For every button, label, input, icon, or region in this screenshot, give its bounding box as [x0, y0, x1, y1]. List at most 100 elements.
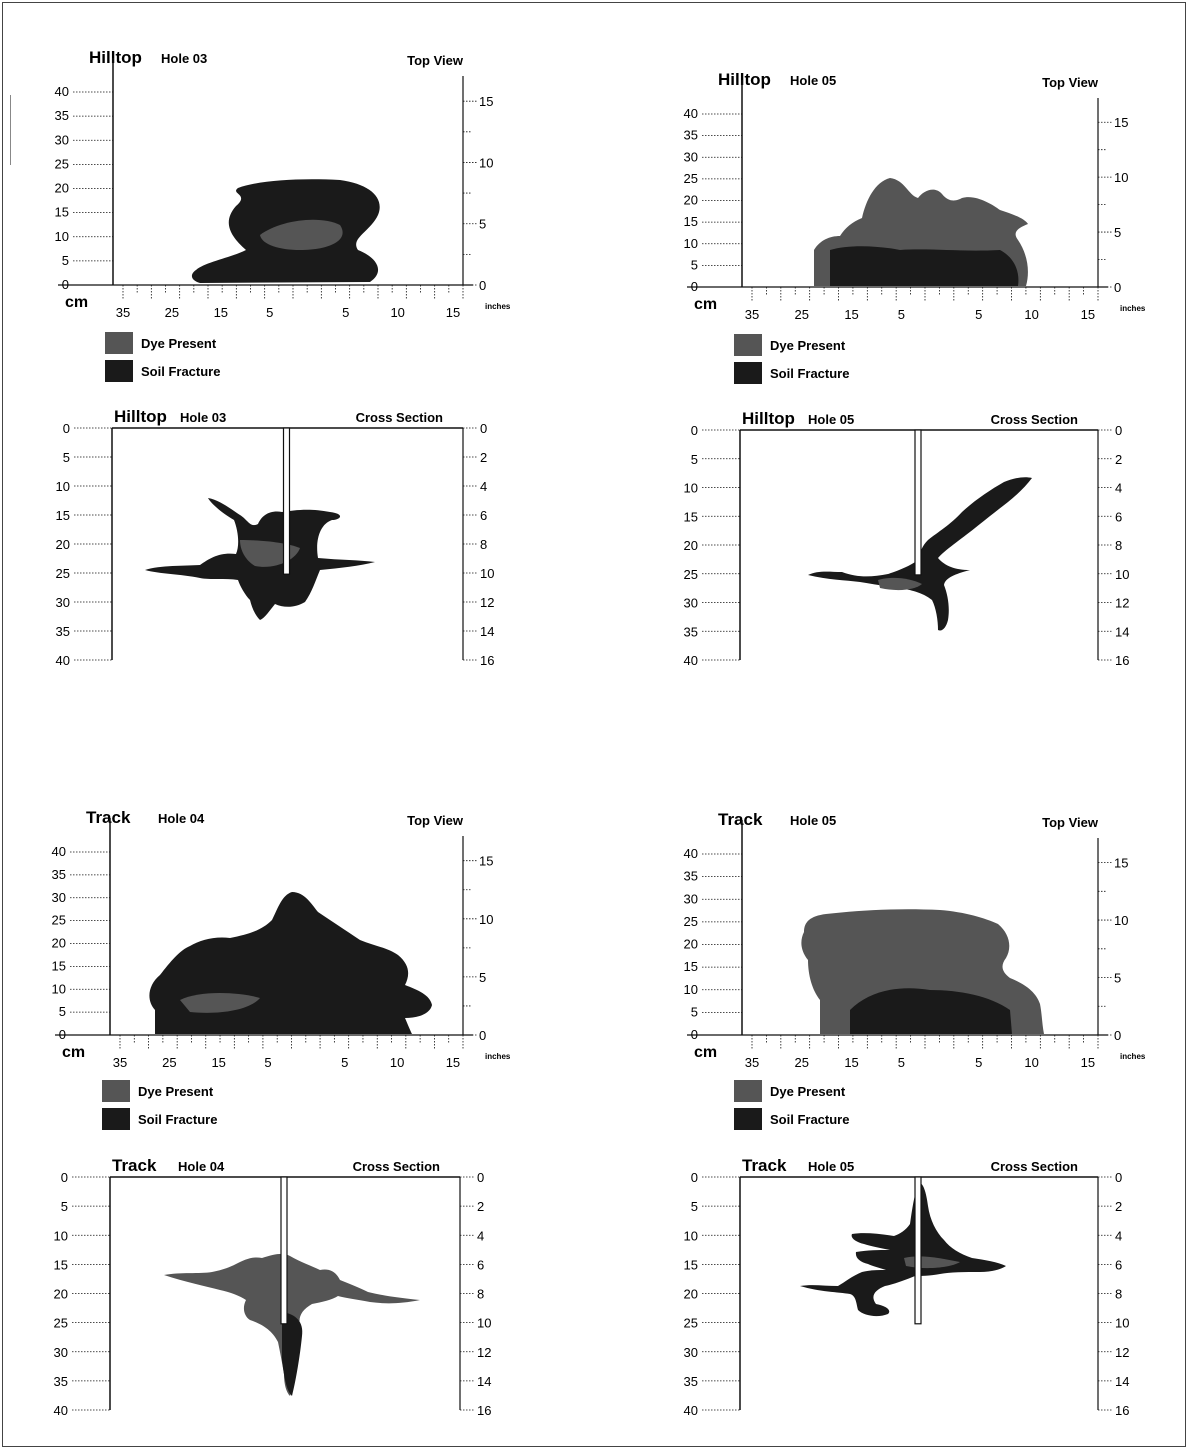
inch-tick-label: 10 [479, 912, 493, 927]
depth-inch-label: 14 [477, 1374, 491, 1389]
bottom-scale-label: 25 [795, 307, 809, 322]
depth-inch-label: 14 [480, 624, 494, 639]
depth-cm-label: 10 [56, 479, 70, 494]
depth-inch-label: 10 [480, 566, 494, 581]
depth-inch-label: 16 [477, 1403, 491, 1418]
inch-tick-label: 10 [1114, 170, 1128, 185]
bottom-scale-label: 15 [844, 307, 858, 322]
depth-cm-label: 35 [56, 624, 70, 639]
cm-tick-label: 15 [55, 205, 69, 220]
cm-unit-label: cm [694, 1044, 717, 1061]
dye-shape [850, 988, 1012, 1034]
depth-inch-label: 2 [1115, 452, 1122, 467]
depth-inch-label: 2 [477, 1199, 484, 1214]
depth-inch-label: 10 [1115, 1316, 1129, 1331]
depth-cm-label: 30 [684, 1345, 698, 1360]
inches-unit-label: inches [1120, 304, 1146, 313]
cm-tick-label: 30 [684, 891, 698, 906]
depth-inch-label: 10 [1115, 567, 1129, 582]
bottom-scale-label: 15 [1081, 307, 1095, 322]
top-view-site-title: Hilltop [718, 70, 771, 89]
probe-rod [282, 427, 291, 575]
cm-tick-label: 20 [52, 936, 66, 951]
legend-dye-label: Dye Present [770, 1084, 846, 1099]
cross-hole-title: Hole 05 [808, 412, 854, 427]
cm-tick-label: 35 [684, 869, 698, 884]
cross-site-title: Track [112, 1156, 157, 1175]
cm-tick-label: 35 [52, 867, 66, 882]
cm-tick-label: 10 [52, 981, 66, 996]
depth-cm-label: 15 [684, 509, 698, 524]
top-view-site-title: Track [718, 810, 763, 829]
bottom-scale-label: 10 [1024, 307, 1038, 322]
depth-inch-label: 2 [1115, 1199, 1122, 1214]
bottom-scale-label: 25 [795, 1055, 809, 1070]
cross-site-title: Hilltop [114, 407, 167, 426]
cm-tick-label: 20 [684, 937, 698, 952]
cm-tick-label: 0 [691, 1027, 698, 1042]
cm-tick-label: 20 [684, 193, 698, 208]
depth-inch-label: 4 [477, 1228, 484, 1243]
top-view-hole-title: Hole 03 [161, 51, 207, 66]
legend-dye-swatch [734, 334, 762, 356]
depth-cm-label: 20 [684, 1287, 698, 1302]
legend-fracture-label: Soil Fracture [141, 364, 220, 379]
bottom-scale-label: 35 [745, 1055, 759, 1070]
inches-unit-label: inches [1120, 1052, 1146, 1061]
inch-tick-label: 15 [479, 854, 493, 869]
inch-tick-label: 15 [479, 94, 493, 109]
inch-tick-label: 5 [1114, 225, 1121, 240]
top-view-label: Top View [407, 813, 464, 828]
top-view-site-title: Hilltop [89, 48, 142, 67]
bottom-scale-label: 25 [165, 305, 179, 320]
top-view-label: Top View [1042, 75, 1099, 90]
bottom-scale-label: 35 [113, 1055, 127, 1070]
dye-shape [260, 219, 343, 250]
depth-inch-label: 14 [1115, 624, 1129, 639]
depth-cm-label: 5 [691, 452, 698, 467]
top-view-label: Top View [1042, 815, 1099, 830]
depth-inch-label: 14 [1115, 1374, 1129, 1389]
inch-tick-label: 10 [1114, 913, 1128, 928]
probe-rod [914, 429, 922, 576]
cm-tick-label: 10 [684, 982, 698, 997]
legend-dye-swatch [102, 1080, 130, 1102]
depth-cm-label: 20 [684, 538, 698, 553]
depth-inch-label: 0 [480, 421, 487, 436]
depth-cm-label: 35 [684, 624, 698, 639]
cm-tick-label: 30 [684, 149, 698, 164]
cross-view-label: Cross Section [991, 1159, 1078, 1174]
bottom-scale-label: 5 [898, 307, 905, 322]
depth-inch-label: 0 [477, 1170, 484, 1185]
depth-inch-label: 12 [1115, 1345, 1129, 1360]
bottom-scale-label: 5 [975, 307, 982, 322]
cm-tick-label: 25 [684, 914, 698, 929]
probe-rod [280, 1176, 288, 1325]
cm-tick-label: 15 [684, 959, 698, 974]
bottom-scale-label: 5 [898, 1055, 905, 1070]
depth-cm-label: 5 [61, 1199, 68, 1214]
depth-inch-label: 16 [480, 653, 494, 668]
cm-tick-label: 15 [684, 214, 698, 229]
cross-hole-title: Hole 05 [808, 1159, 854, 1174]
bottom-scale-label: 5 [264, 1055, 271, 1070]
fracture-shape [149, 892, 432, 1034]
depth-cm-label: 25 [684, 1316, 698, 1331]
depth-cm-label: 0 [691, 423, 698, 438]
cm-tick-label: 0 [691, 279, 698, 294]
legend-dye-label: Dye Present [141, 336, 217, 351]
cm-tick-label: 30 [55, 132, 69, 147]
depth-inch-label: 6 [1115, 509, 1122, 524]
legend-dye-label: Dye Present [770, 338, 846, 353]
bottom-scale-label: 15 [211, 1055, 225, 1070]
cm-tick-label: 20 [55, 181, 69, 196]
cross-section-chart: Hilltop Hole 05 Cross Section0510152025303… [684, 409, 1130, 668]
depth-cm-label: 25 [54, 1316, 68, 1331]
depth-cm-label: 35 [684, 1374, 698, 1389]
inches-unit-label: inches [485, 302, 511, 311]
inch-tick-label: 15 [1114, 856, 1128, 871]
bottom-scale-label: 5 [342, 305, 349, 320]
dye-shape [282, 1312, 303, 1396]
